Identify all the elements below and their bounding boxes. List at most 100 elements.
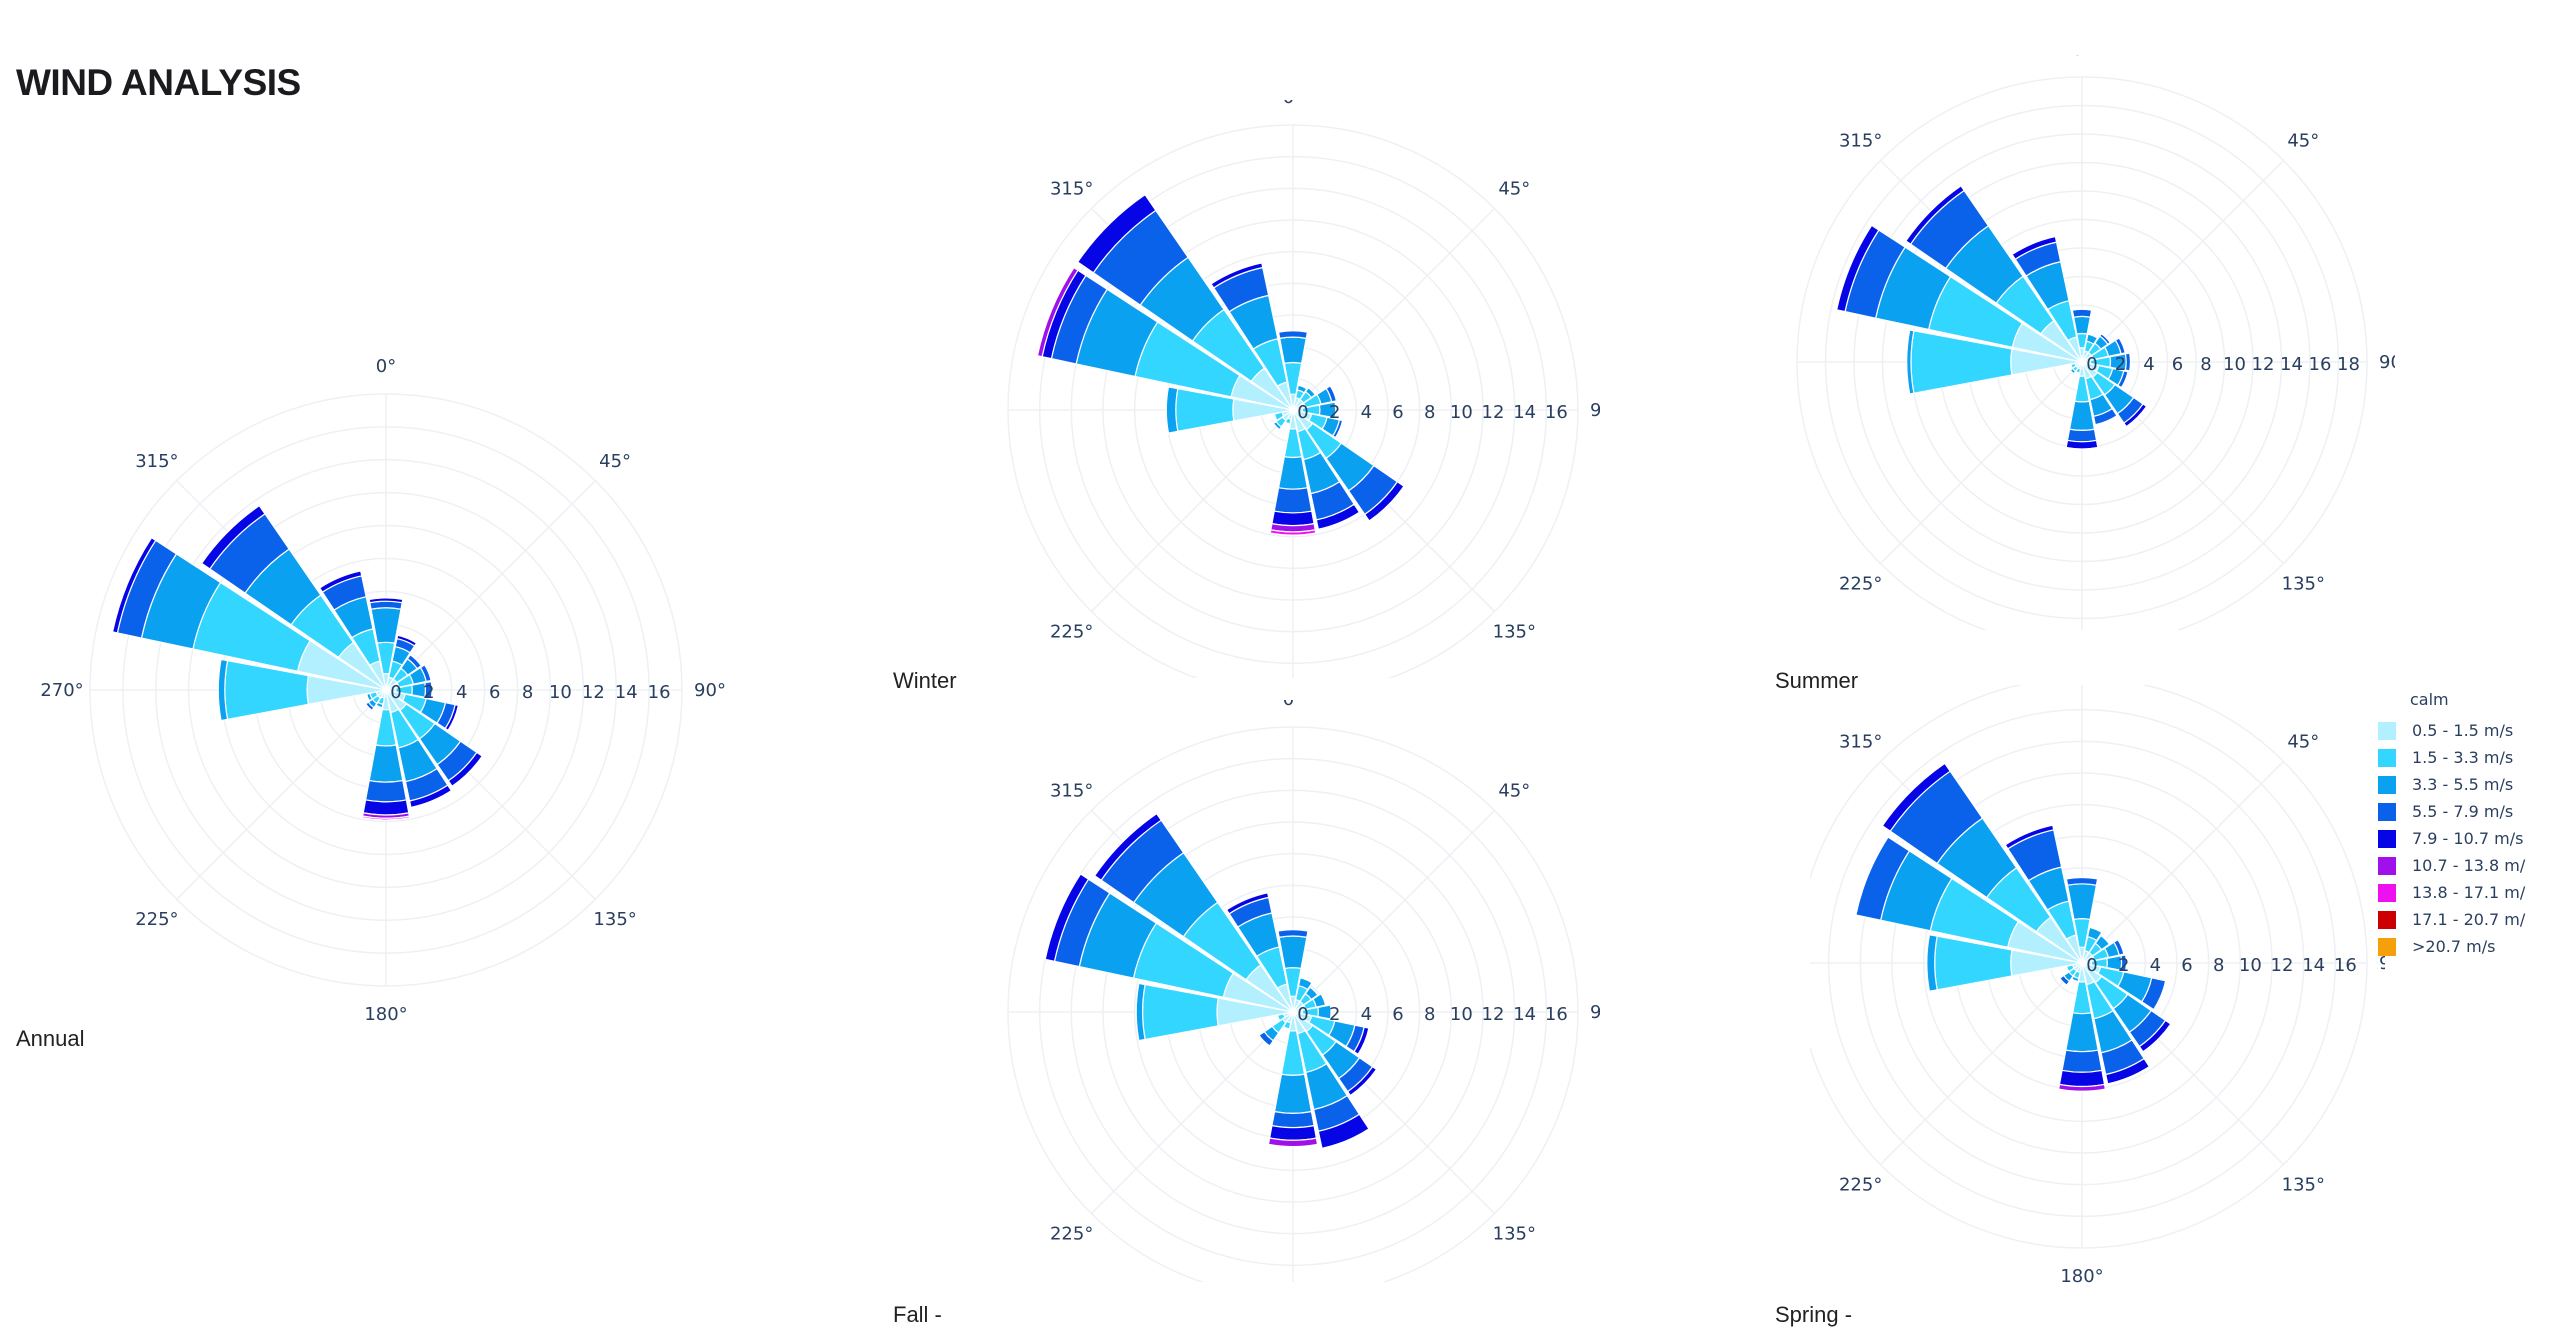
wind-bar[interactable] — [419, 664, 432, 683]
radial-tick-label: 8 — [1424, 1004, 1435, 1025]
wind-bar[interactable] — [1297, 977, 1313, 991]
wind-bar[interactable] — [1277, 456, 1309, 490]
wind-bar[interactable] — [2114, 337, 2126, 355]
wind-bar[interactable] — [2065, 439, 2099, 450]
fall-caption: Fall - — [893, 1302, 942, 1327]
wind-bar[interactable] — [2086, 926, 2103, 942]
legend-item[interactable]: 17.1 - 20.7 m/ — [2378, 906, 2525, 933]
legend-item[interactable]: 13.8 - 17.1 m/ — [2378, 879, 2525, 906]
wind-bar[interactable] — [2072, 315, 2092, 335]
wind-bar[interactable] — [361, 815, 411, 821]
angular-tick-label: 0° — [376, 356, 396, 377]
wind-bar[interactable] — [2104, 1057, 2151, 1085]
wind-bar[interactable] — [2065, 876, 2099, 886]
wind-bar[interactable] — [447, 751, 484, 788]
wind-bar[interactable] — [2069, 367, 2077, 375]
wind-bar[interactable] — [1304, 986, 1319, 1001]
wind-bar[interactable] — [200, 504, 266, 570]
wind-bar[interactable] — [1855, 836, 1911, 921]
legend-item[interactable]: 7.9 - 10.7 m/s — [2378, 825, 2525, 852]
wind-bar[interactable] — [1317, 1004, 1332, 1020]
wind-bar[interactable] — [2066, 428, 2098, 443]
wind-bar[interactable] — [1277, 929, 1309, 938]
wind-bar[interactable] — [1135, 982, 1146, 1042]
wind-bar[interactable] — [364, 779, 408, 803]
legend-item[interactable]: 5.5 - 7.9 m/s — [2378, 798, 2525, 825]
wind-bar[interactable] — [1271, 510, 1315, 527]
wind-bar[interactable] — [1258, 1030, 1275, 1047]
wind-bar[interactable] — [1346, 1065, 1378, 1097]
wind-bar[interactable] — [1315, 503, 1361, 530]
wind-bar[interactable] — [1271, 1110, 1315, 1129]
wind-bar[interactable] — [1304, 386, 1317, 399]
wind-bar[interactable] — [1835, 224, 1880, 313]
wind-bar[interactable] — [1905, 185, 1965, 245]
wind-bar[interactable] — [1279, 336, 1307, 364]
wind-bar[interactable] — [1210, 262, 1264, 289]
wind-bar[interactable] — [2098, 332, 2112, 346]
wind-bar[interactable] — [1076, 193, 1157, 274]
wind-bar[interactable] — [1881, 762, 1952, 833]
wind-bar[interactable] — [111, 536, 157, 634]
grid-spoke — [1090, 1011, 1294, 1215]
wind-bar[interactable] — [1093, 812, 1163, 882]
wind-bar[interactable] — [1318, 401, 1337, 419]
wind-bar[interactable] — [408, 784, 453, 809]
wind-bar[interactable] — [1268, 1124, 1318, 1141]
wind-bar[interactable] — [396, 634, 418, 647]
wind-bar[interactable] — [368, 744, 404, 783]
wind-bar[interactable] — [2071, 308, 2093, 318]
wind-bar[interactable] — [1312, 993, 1327, 1008]
wind-bar[interactable] — [1296, 384, 1308, 394]
wind-bar[interactable] — [217, 658, 229, 722]
legend-item[interactable]: 1.5 - 3.3 m/s — [2378, 744, 2525, 771]
wind-bar[interactable] — [2120, 954, 2127, 972]
wind-bar[interactable] — [2117, 370, 2129, 389]
wind-bar[interactable] — [406, 653, 423, 670]
wind-bar[interactable] — [368, 597, 404, 604]
wind-bar[interactable] — [2085, 333, 2099, 345]
wind-bar[interactable] — [2011, 235, 2058, 261]
wind-bar[interactable] — [1165, 386, 1179, 434]
wind-bar[interactable] — [1272, 420, 1283, 431]
legend-item[interactable]: 0.5 - 1.5 m/s — [2378, 717, 2525, 744]
wind-bar[interactable] — [424, 680, 433, 700]
legend-item[interactable]: >20.7 m/s — [2378, 933, 2525, 960]
wind-bar[interactable] — [2058, 974, 2071, 987]
wind-bar[interactable] — [1325, 385, 1338, 403]
wind-bar[interactable] — [2113, 938, 2125, 956]
legend-item[interactable]: 10.7 - 13.8 m/ — [2378, 852, 2525, 879]
wind-bar[interactable] — [1277, 330, 1309, 340]
wind-bar[interactable] — [1044, 873, 1090, 963]
wind-bar[interactable] — [1353, 1026, 1370, 1056]
wind-bar[interactable] — [1332, 419, 1344, 439]
wind-bar[interactable] — [2140, 977, 2167, 1011]
wind-bar[interactable] — [362, 799, 410, 816]
wind-bar[interactable] — [2138, 1019, 2172, 1053]
wind-bar[interactable] — [1267, 1137, 1319, 1148]
wind-bar[interactable] — [1273, 1073, 1313, 1114]
wind-bar[interactable] — [364, 701, 375, 712]
wind-bar[interactable] — [318, 570, 363, 593]
wind-bar[interactable] — [2004, 824, 2055, 850]
wind-bar[interactable] — [1036, 266, 1079, 358]
grid-spoke — [2081, 159, 2285, 363]
wind-bar[interactable] — [2094, 934, 2111, 951]
wind-bar[interactable] — [1273, 487, 1313, 514]
wind-bar[interactable] — [1906, 329, 1915, 395]
annual-wind-rose: 0 2 4 6 8 10 12 14 16 0° 45° 90° 135° 180° 225° 270° 315… — [40, 356, 726, 1025]
wind-bar[interactable] — [444, 703, 460, 732]
wind-bar[interactable] — [2124, 352, 2132, 372]
wind-bar[interactable] — [1363, 480, 1405, 522]
wind-bar[interactable] — [2061, 1049, 2103, 1073]
angular-tick-label: 0° — [2072, 640, 2092, 661]
wind-bar[interactable] — [1926, 934, 1938, 992]
wind-bar[interactable] — [2058, 1069, 2106, 1088]
wind-bar[interactable] — [2123, 403, 2148, 428]
legend-item[interactable]: 3.3 - 5.5 m/s — [2378, 771, 2525, 798]
wind-bar[interactable] — [1317, 1113, 1370, 1150]
wind-bar[interactable] — [1269, 529, 1317, 536]
wind-bar[interactable] — [2092, 407, 2118, 426]
wind-bar[interactable] — [1225, 892, 1270, 915]
wind-bar[interactable] — [2057, 1083, 2107, 1092]
